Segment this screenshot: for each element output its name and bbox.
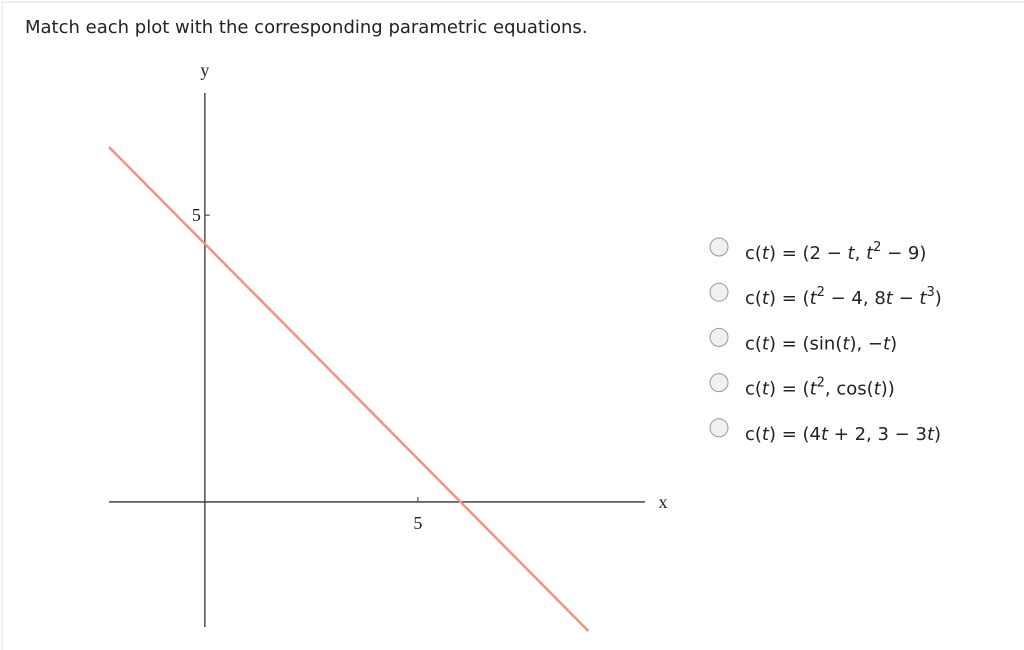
radio-button[interactable]: [709, 327, 729, 347]
text-run: ) = (4: [769, 424, 821, 445]
superscript: 2: [817, 376, 825, 391]
superscript: 2: [817, 285, 825, 300]
text-run: t: [919, 288, 927, 309]
text-run: t: [762, 424, 770, 445]
text-run: −: [893, 288, 920, 309]
superscript: 2: [873, 240, 881, 255]
text-run: t: [842, 333, 850, 354]
text-run: c(: [745, 379, 762, 400]
text-run: t: [762, 288, 770, 309]
text-run: ): [890, 333, 897, 354]
radio-button[interactable]: [709, 418, 729, 438]
text-run: t: [886, 288, 894, 309]
text-run: − 4, 8: [825, 288, 886, 309]
radio-button[interactable]: [709, 237, 729, 257]
text-run: t: [927, 424, 935, 445]
text-run: t: [810, 288, 818, 309]
text-run: + 2, 3 − 3: [828, 424, 927, 445]
text-run: ): [934, 424, 941, 445]
text-run: − 9): [881, 243, 926, 264]
superscript: 3: [926, 285, 934, 300]
text-run: c(: [745, 243, 762, 264]
option-text: c(t) = (sin(t), −t): [745, 333, 897, 354]
text-run: t: [848, 243, 856, 264]
text-run: t: [762, 379, 770, 400]
plot-line: [108, 146, 590, 632]
text-run: ) = (: [769, 379, 810, 400]
text-run: t: [821, 424, 829, 445]
text-run: t: [883, 333, 891, 354]
text-run: ): [935, 288, 942, 309]
radio-button[interactable]: [709, 282, 729, 302]
text-run: t: [866, 243, 874, 264]
text-run: ) = (: [769, 288, 810, 309]
text-run: ) = (sin(: [769, 333, 842, 354]
option-text: c(t) = (t2 − 4, 8t − t3): [745, 285, 942, 309]
text-run: c(: [745, 333, 762, 354]
text-run: )): [881, 379, 895, 400]
x-tick-label: 5: [413, 513, 422, 533]
text-run: c(: [745, 288, 762, 309]
y-tick-label: 5: [192, 205, 201, 225]
text-run: , cos(: [825, 379, 874, 400]
question: Match each plot with the corresponding p…: [25, 17, 588, 38]
option-text: c(t) = (t2, cos(t)): [745, 376, 895, 400]
plot: 5 5 y x: [108, 60, 668, 632]
text-run: t: [810, 379, 818, 400]
options: c(t) = (2 − t, t2 − 9)c(t) = (t2 − 4, 8t…: [709, 237, 942, 445]
text-run: t: [762, 333, 770, 354]
option-text: c(t) = (2 − t, t2 − 9): [745, 240, 926, 264]
y-axis-label: y: [200, 60, 209, 80]
text-run: c(: [745, 424, 762, 445]
text-run: ,: [855, 243, 866, 264]
text-run: ) = (2 −: [769, 243, 848, 264]
option-text: c(t) = (4t + 2, 3 − 3t): [745, 424, 941, 445]
radio-button[interactable]: [709, 373, 729, 393]
text-run: ), −: [849, 333, 883, 354]
text-run: t: [874, 379, 882, 400]
text-run: t: [762, 243, 770, 264]
x-axis-label: x: [659, 492, 668, 512]
